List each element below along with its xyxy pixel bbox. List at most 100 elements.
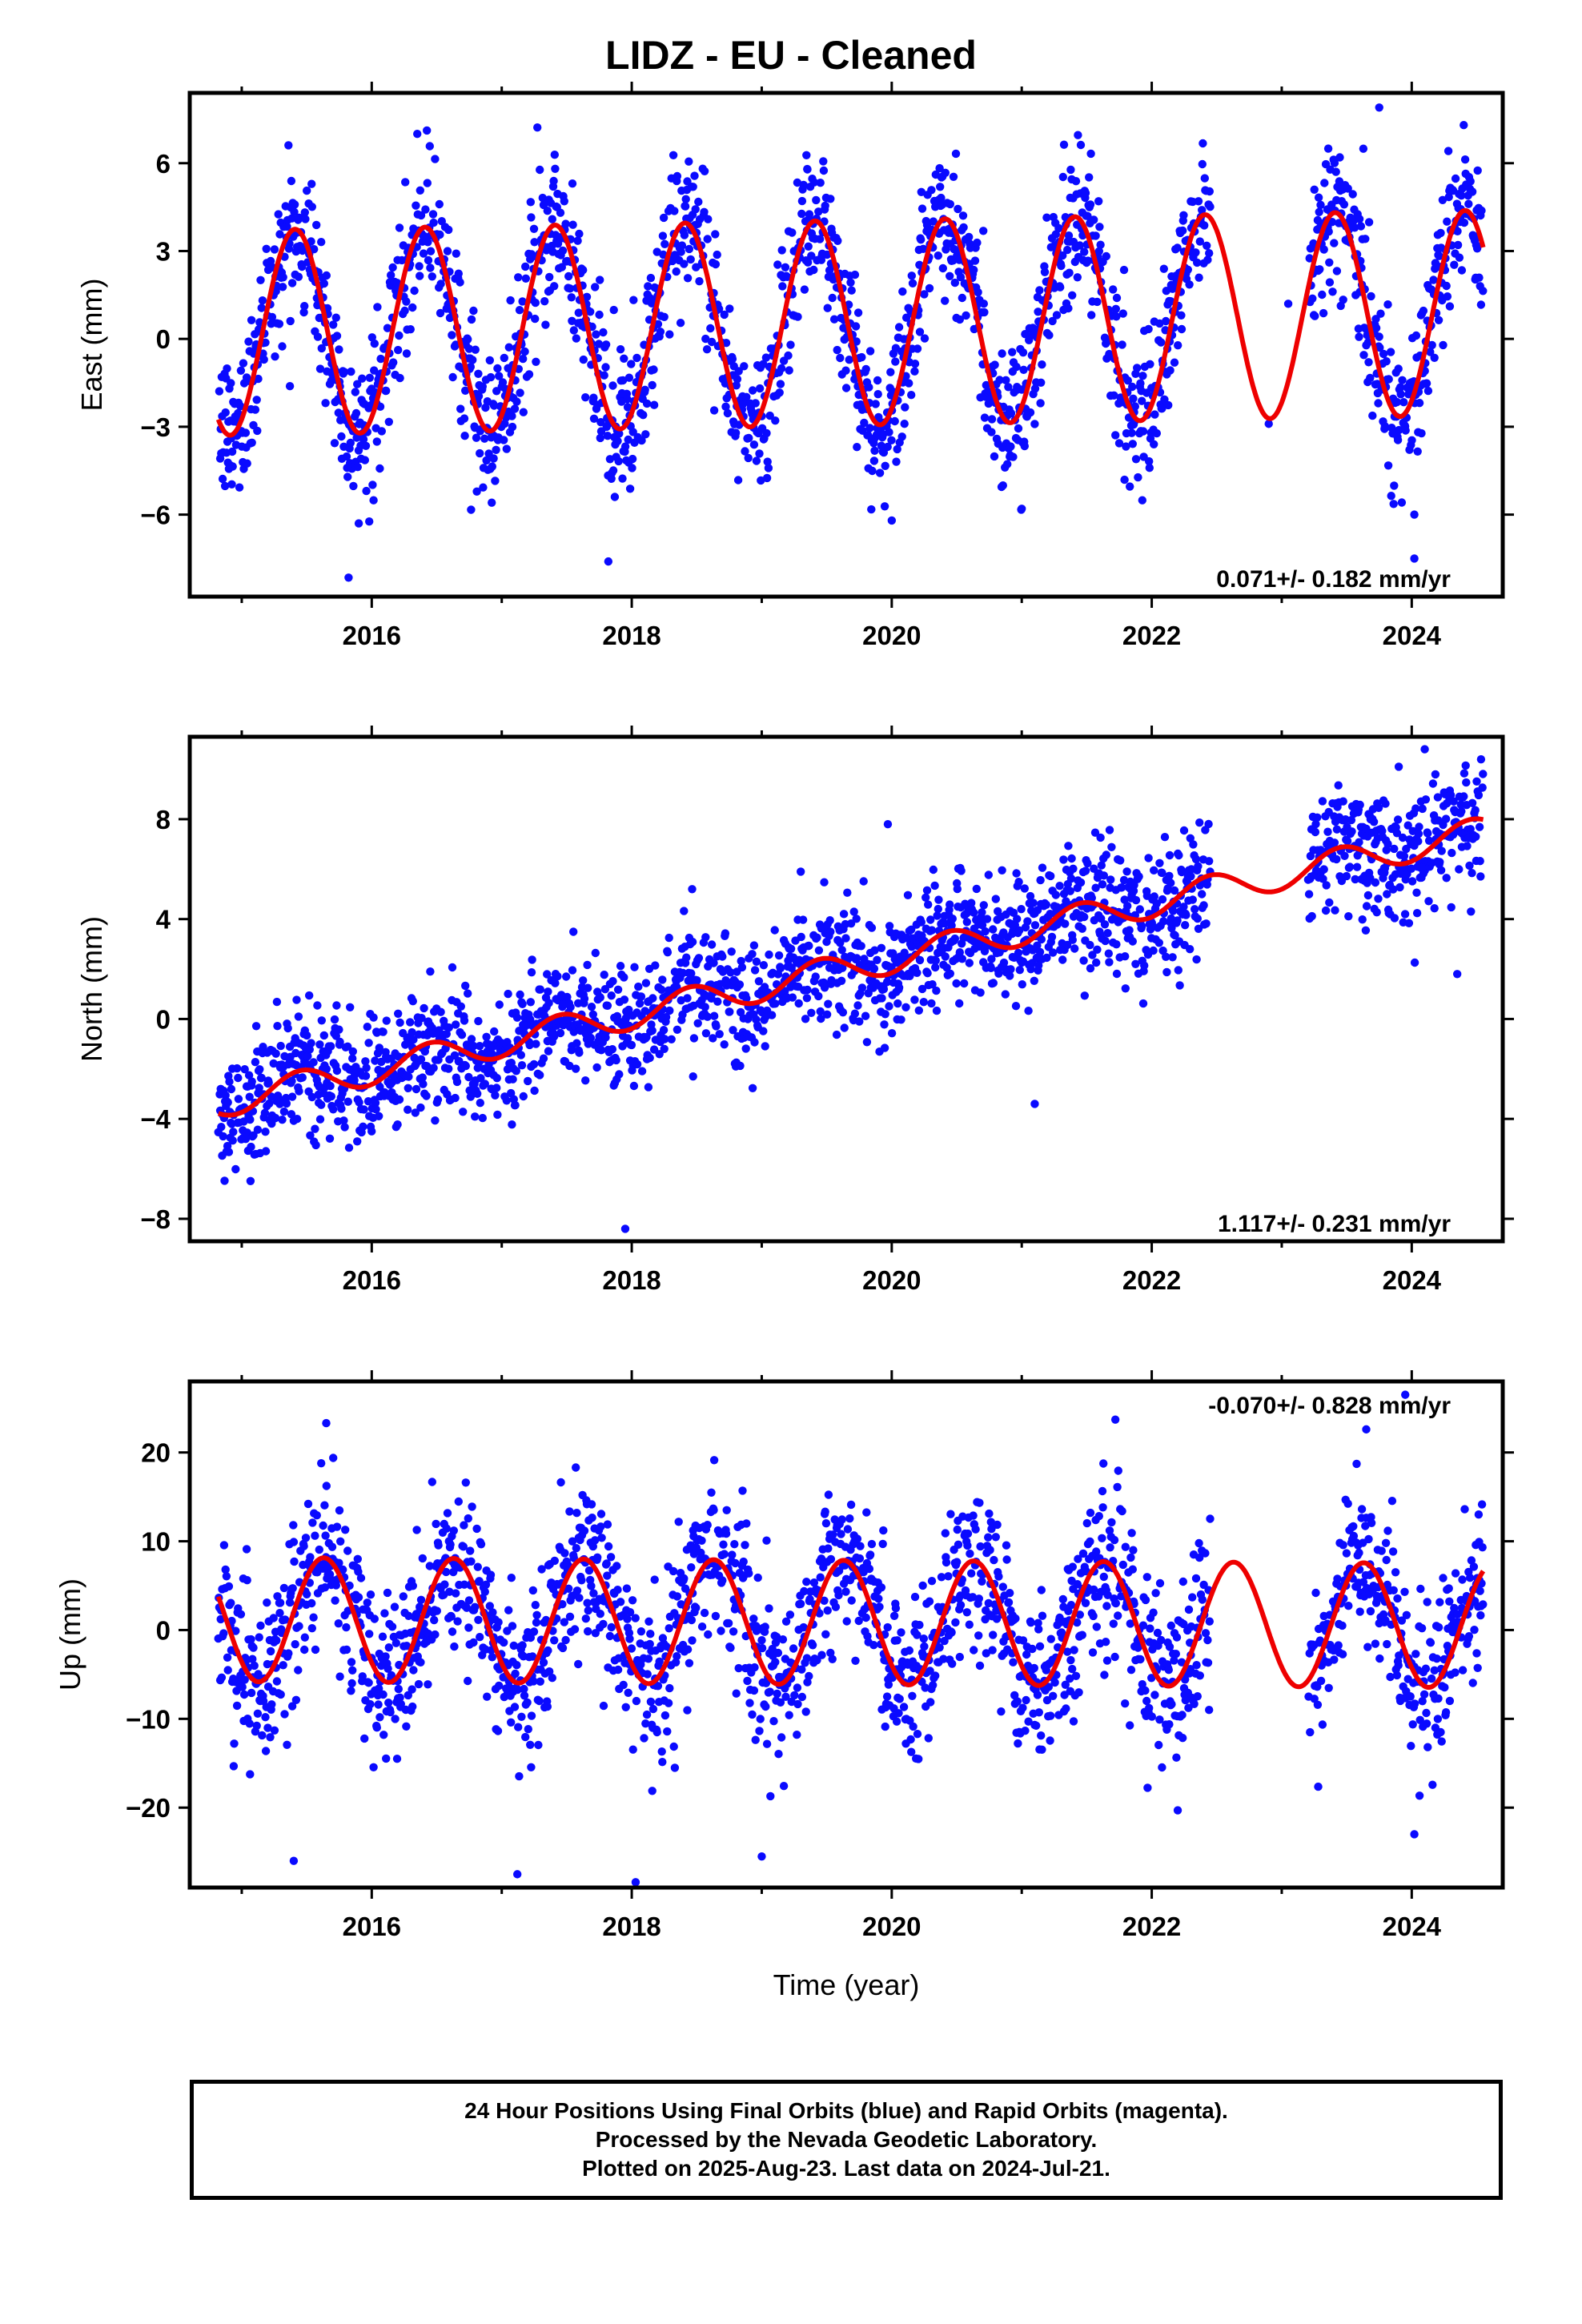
east-data-point: [990, 452, 999, 461]
east-data-point: [673, 171, 682, 181]
east-data-point: [1085, 173, 1094, 182]
north-data-point: [759, 961, 769, 970]
north-data-point: [327, 1042, 335, 1051]
east-data-point: [865, 347, 875, 356]
north-data-point: [1112, 940, 1121, 949]
north-data-point: [444, 1023, 453, 1032]
north-data-point: [307, 1039, 315, 1047]
east-data-point: [1164, 400, 1173, 410]
east-data-point: [573, 236, 582, 245]
north-data-point: [478, 1113, 487, 1123]
north-data-point: [588, 1010, 597, 1019]
east-data-point: [1073, 273, 1082, 282]
north-data-point: [217, 1123, 226, 1132]
east-data-point: [468, 356, 477, 364]
north-data-point: [771, 999, 780, 1008]
east-data-point: [413, 130, 422, 139]
east-data-point: [1030, 420, 1039, 428]
east-data-point: [515, 306, 524, 315]
east-data-point: [793, 312, 802, 321]
up-data-point: [466, 1546, 475, 1555]
north-data-point: [313, 1001, 322, 1010]
east-data-point: [1355, 332, 1363, 341]
east-data-point: [778, 282, 787, 291]
north-data-point: [1198, 890, 1207, 899]
up-data-point: [450, 1642, 459, 1651]
north-data-point: [1080, 991, 1090, 1000]
north-data-point: [1086, 940, 1094, 950]
east-data-point: [1166, 297, 1175, 306]
up-data-point: [504, 1606, 513, 1614]
east-data-point: [624, 435, 632, 444]
east-data-point: [1319, 308, 1328, 318]
north-data-point: [1411, 804, 1420, 813]
up-data-point: [485, 1602, 494, 1610]
east-data-point: [1120, 475, 1129, 485]
north-data-point: [261, 1147, 271, 1156]
up-data-point: [402, 1642, 412, 1651]
north-data-point: [518, 999, 527, 1009]
up-data-point: [430, 1615, 439, 1625]
east-data-point: [1384, 375, 1393, 384]
north-data-point: [776, 963, 785, 973]
north-data-point: [1447, 848, 1456, 858]
east-data-layer: [215, 103, 1488, 582]
north-data-point: [1322, 881, 1331, 890]
east-data-point: [853, 443, 861, 452]
up-data-point: [366, 1590, 375, 1599]
north-data-point: [335, 1037, 344, 1047]
east-data-point: [748, 386, 757, 395]
north-data-point: [648, 1026, 656, 1035]
east-data-point: [472, 433, 481, 442]
east-data-point: [987, 415, 997, 424]
up-data-point: [319, 1521, 327, 1530]
east-data-point: [1090, 215, 1098, 224]
north-data-point: [572, 1064, 580, 1073]
north-data-point: [253, 1125, 263, 1134]
up-data-point: [231, 1626, 240, 1635]
up-data-point: [372, 1723, 381, 1732]
east-data-point: [1310, 185, 1319, 194]
up-data-point: [332, 1522, 342, 1531]
north-data-point: [767, 1011, 777, 1019]
up-data-point: [577, 1576, 586, 1585]
east-data-point: [1200, 174, 1210, 183]
north-data-point: [927, 999, 936, 1008]
east-data-point: [421, 205, 430, 214]
north-data-point: [1009, 908, 1018, 918]
north-data-point: [524, 1076, 532, 1086]
east-data-point: [836, 353, 845, 363]
north-data-point: [1388, 885, 1398, 894]
east-data-point: [331, 313, 340, 322]
up-data-point: [513, 1685, 522, 1695]
east-data-point: [804, 242, 813, 251]
east-data-point: [488, 498, 496, 507]
north-data-point: [1001, 990, 1010, 999]
north-data-point: [709, 959, 718, 967]
north-data-point: [759, 1027, 768, 1035]
up-data-point: [743, 1676, 752, 1686]
north-data-point: [748, 1084, 757, 1093]
east-data-point: [1064, 304, 1073, 313]
east-data-point: [545, 272, 554, 282]
east-data-point: [1445, 302, 1455, 311]
north-data-point: [508, 1120, 516, 1129]
east-data-point: [1386, 348, 1395, 356]
east-data-point: [1152, 428, 1162, 438]
east-data-point: [860, 418, 869, 428]
east-data-point: [1094, 197, 1103, 206]
east-data-point: [695, 277, 704, 286]
north-data-point: [701, 1003, 709, 1011]
up-data-point: [584, 1626, 592, 1636]
up-data-point: [272, 1636, 281, 1645]
north-data-point: [528, 955, 536, 964]
north-data-point: [894, 983, 904, 992]
north-data-point: [839, 910, 849, 919]
east-data-point: [322, 271, 331, 280]
north-data-point: [271, 1113, 280, 1123]
north-data-point: [311, 1140, 320, 1150]
north-data-point: [1316, 846, 1325, 854]
up-data-point: [704, 1630, 713, 1639]
north-data-point: [532, 1039, 540, 1048]
north-data-point: [811, 972, 820, 981]
